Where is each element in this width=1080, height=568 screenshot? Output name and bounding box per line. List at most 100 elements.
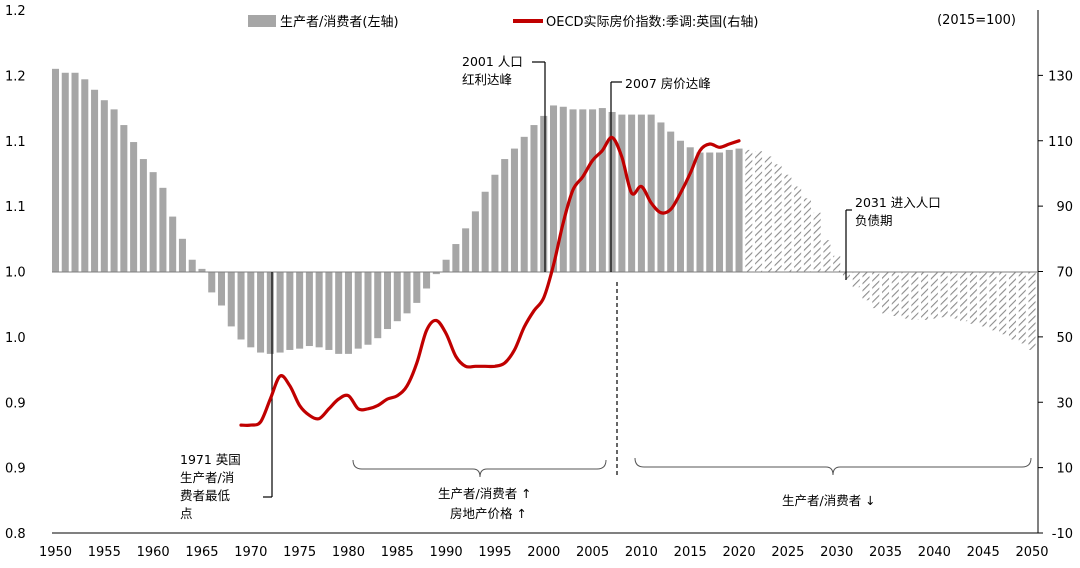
x-tick-label: 1975 xyxy=(283,545,316,560)
annotation-1971-line-3: 费者最低 xyxy=(180,488,231,503)
bar-projected xyxy=(999,271,1007,335)
bar xyxy=(169,216,177,272)
x-tick-label: 1985 xyxy=(381,545,414,560)
y-left-tick-label: 1.2 xyxy=(5,69,26,84)
y-right-tick-label: 90 xyxy=(1056,200,1073,215)
bracket-2009-2050 xyxy=(634,457,1032,476)
bar xyxy=(120,125,128,272)
bar xyxy=(71,72,79,272)
bar-projected xyxy=(794,186,802,272)
bar xyxy=(188,259,196,272)
bar xyxy=(686,147,694,272)
bar xyxy=(296,271,304,349)
legend-line-label: OECD实际房价指数:季调:英国(右轴) xyxy=(546,14,758,30)
annotation-bracket-1: 生产者/消费者 ↑ 房地产价格 ↑ xyxy=(438,486,532,521)
bar xyxy=(237,271,245,340)
bar xyxy=(383,271,392,330)
bar xyxy=(725,149,733,272)
x-tick-label: 2045 xyxy=(967,545,1000,560)
bar-projected xyxy=(930,271,938,319)
bar xyxy=(198,268,206,272)
base-index-label: (2015=100) xyxy=(937,13,1016,28)
bar-projected xyxy=(764,156,772,272)
y-left-tick-label: 1.2 xyxy=(5,4,26,19)
bar xyxy=(423,271,431,289)
y-left-tick-label: 1.1 xyxy=(5,135,26,150)
bar-projected xyxy=(803,198,811,272)
annotation-2007: 2007 房价达峰 xyxy=(625,76,711,91)
bar xyxy=(696,152,704,272)
x-tick-label: 1970 xyxy=(234,545,267,560)
bar xyxy=(462,228,470,272)
bar xyxy=(403,271,411,314)
bar xyxy=(716,152,724,272)
x-tick-label: 2040 xyxy=(918,545,951,560)
annotation-2031: 2031 进入人口 负债期 xyxy=(855,195,941,228)
y-left-tick-label: 0.9 xyxy=(5,462,26,477)
bar-projected xyxy=(823,240,831,272)
y-left-tick-label: 0.8 xyxy=(5,527,26,542)
bar xyxy=(667,131,675,272)
bar xyxy=(354,271,362,349)
x-tick-label: 1980 xyxy=(332,545,365,560)
bar xyxy=(471,211,479,272)
annotation-1971-line-4: 点 xyxy=(180,506,193,521)
bar-projected xyxy=(950,271,958,319)
bar xyxy=(432,271,440,275)
annotation-2001-line-1: 2001 人口 xyxy=(462,54,523,69)
y-left-ticks: 0.8 0.9 0.9 1.0 1.0 1.1 1.1 1.2 1.2 xyxy=(5,4,26,542)
y-right-ticks: -10 10 30 50 70 90 110 130 xyxy=(1038,69,1073,542)
bar xyxy=(413,271,421,303)
bar-projected xyxy=(774,164,782,272)
x-tick-label: 1995 xyxy=(478,545,511,560)
bar xyxy=(51,68,60,272)
bar-projected xyxy=(940,271,948,318)
x-tick-label: 2000 xyxy=(527,545,560,560)
y-right-tick-label: 50 xyxy=(1056,331,1073,346)
bar xyxy=(452,244,460,272)
bar xyxy=(520,136,528,272)
bar-series xyxy=(51,68,1036,354)
bar-projected xyxy=(852,271,860,288)
y-right-tick-label: 130 xyxy=(1048,69,1073,84)
bar-projected xyxy=(755,151,763,272)
x-tick-label: 1965 xyxy=(185,545,218,560)
bar xyxy=(61,72,69,272)
x-tick-label: 2010 xyxy=(625,545,658,560)
bar xyxy=(227,271,235,327)
bar xyxy=(315,271,323,348)
bar xyxy=(481,191,489,272)
annotation-1971-line-1: 1971 英国 xyxy=(180,452,241,467)
bar xyxy=(510,148,518,272)
legend-bar-label: 生产者/消费者(左轴) xyxy=(280,15,399,30)
bar xyxy=(364,271,372,345)
bar-projected xyxy=(833,255,841,272)
legend: 生产者/消费者(左轴) OECD实际房价指数:季调:英国(右轴) (2015=1… xyxy=(248,13,1016,30)
bar xyxy=(374,271,382,339)
bar-projected xyxy=(921,271,929,320)
bar xyxy=(81,79,89,272)
bar-projected xyxy=(882,271,890,314)
bar-projected xyxy=(891,271,899,316)
bar xyxy=(549,105,558,272)
x-tick-label: 1950 xyxy=(39,545,72,560)
bar-projected xyxy=(1018,271,1026,344)
bar-projected xyxy=(989,271,997,331)
x-tick-label: 1990 xyxy=(430,545,463,560)
x-tick-label: 2015 xyxy=(674,545,707,560)
bracket-1980-2006 xyxy=(352,459,607,478)
x-tick-label: 1955 xyxy=(88,545,121,560)
bar xyxy=(276,271,284,353)
bar xyxy=(325,271,333,350)
legend-bar-swatch xyxy=(248,15,276,27)
bar xyxy=(247,271,255,348)
bar xyxy=(159,187,167,272)
annotation-2001-line-2: 红利达峰 xyxy=(462,72,513,87)
x-tick-label: 2030 xyxy=(820,545,853,560)
bar xyxy=(559,106,567,272)
bracket-2-line-1: 生产者/消费者 ↓ xyxy=(782,493,876,508)
bracket-1-line-1: 生产者/消费者 ↑ xyxy=(438,486,532,501)
bar xyxy=(735,148,743,272)
bar-projected xyxy=(872,271,880,309)
